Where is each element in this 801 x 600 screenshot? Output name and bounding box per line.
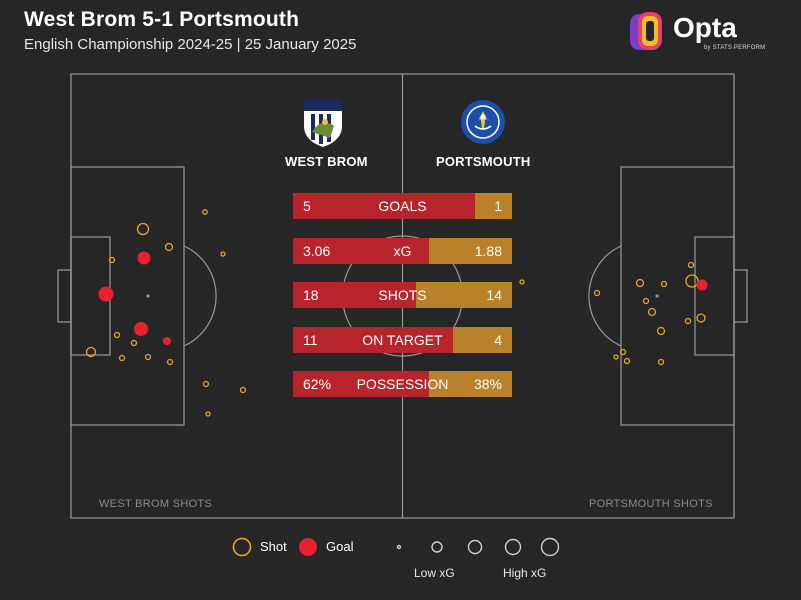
west-brom-name: WEST BROM xyxy=(285,154,368,169)
shot-marker xyxy=(202,209,208,215)
stat-home-bar xyxy=(293,282,416,308)
shot-marker xyxy=(108,256,116,264)
stat-away-value: 4 xyxy=(494,332,502,348)
shot-marker xyxy=(205,411,211,417)
legend-goal-label: Goal xyxy=(326,539,354,554)
opta-logo-mark-icon xyxy=(630,12,662,50)
stat-away-bar xyxy=(475,193,512,219)
chart-subtitle: English Championship 2024-25 | 25 Januar… xyxy=(24,36,357,53)
shot-marker xyxy=(647,307,657,317)
legend-low-xg-label: Low xG xyxy=(414,566,455,580)
shot-marker xyxy=(130,339,138,347)
stat-home-bar xyxy=(293,193,475,219)
shot-marker xyxy=(85,346,97,358)
left-goal xyxy=(57,269,72,323)
opta-logo: Opta by STATS PERFORM xyxy=(628,10,778,58)
shot-marker xyxy=(613,354,619,360)
left-penalty-spot xyxy=(146,294,150,298)
shot-marker xyxy=(685,274,699,288)
shot-marker xyxy=(239,386,247,394)
shot-marker xyxy=(144,353,152,361)
legend-high-xg-label: High xG xyxy=(503,566,547,580)
shot-marker xyxy=(684,317,692,325)
shot-marker xyxy=(220,251,226,257)
stat-home-value: 18 xyxy=(303,287,319,303)
shot-marker xyxy=(136,222,150,236)
portsmouth-shots-label: PORTSMOUTH SHOTS xyxy=(589,498,713,510)
stat-label: GOALS xyxy=(378,198,427,214)
right-goal xyxy=(733,269,748,323)
stat-away-value: 14 xyxy=(486,287,502,303)
portsmouth-shots xyxy=(519,261,708,366)
goal-marker xyxy=(137,251,151,265)
shot-marker xyxy=(623,357,631,365)
stat-row: 62% POSSESSION 38% xyxy=(293,371,512,397)
west-brom-crest-icon xyxy=(304,100,342,147)
right-penalty-spot xyxy=(655,294,659,298)
shot-marker xyxy=(642,297,650,305)
right-penalty-arc xyxy=(588,245,622,347)
stat-away-bar xyxy=(416,282,512,308)
stat-row: 5 GOALS 1 xyxy=(293,193,512,219)
left-penalty-arc xyxy=(183,245,217,347)
chart-title: West Brom 5-1 Portsmouth xyxy=(24,8,300,31)
stat-home-value: 11 xyxy=(303,332,318,348)
shot-marker xyxy=(202,380,210,388)
opta-wordmark: Opta xyxy=(673,12,737,43)
right-penalty-area xyxy=(620,166,735,426)
stat-label: SHOTS xyxy=(378,287,427,303)
stat-label: ON TARGET xyxy=(362,332,443,348)
shot-marker xyxy=(635,278,645,288)
shot-marker xyxy=(164,242,174,252)
stat-home-bar xyxy=(293,327,453,353)
portsmouth-crest-icon xyxy=(461,100,505,144)
goal-marker xyxy=(163,337,171,345)
shot-marker xyxy=(657,358,665,366)
opta-tagline: by STATS PERFORM xyxy=(704,45,766,51)
stat-row: 11 ON TARGET 4 xyxy=(293,327,512,353)
west-brom-shots xyxy=(85,209,247,417)
portsmouth-name: PORTSMOUTH xyxy=(436,154,531,169)
shot-marker xyxy=(166,358,174,366)
stat-home-bar xyxy=(293,371,429,397)
goal-marker xyxy=(696,279,708,291)
goal-marker xyxy=(134,322,148,336)
stat-label: xG xyxy=(393,243,412,259)
stat-label: POSSESSION xyxy=(356,376,449,392)
stat-home-value: 3.06 xyxy=(303,243,331,259)
shot-marker xyxy=(696,313,706,323)
right-six-yard-box xyxy=(694,236,735,356)
stat-away-bar xyxy=(429,238,512,264)
stat-away-value: 38% xyxy=(473,376,502,392)
stat-home-bar xyxy=(293,238,429,264)
shot-marker xyxy=(619,348,627,356)
goal-marker xyxy=(98,286,114,302)
stat-home-value: 5 xyxy=(303,198,311,214)
stat-row: 18 SHOTS 14 xyxy=(293,282,512,308)
shot-marker xyxy=(660,280,668,288)
shot-marker xyxy=(593,289,601,297)
shot-marker xyxy=(113,331,121,339)
left-penalty-area xyxy=(70,166,185,426)
shot-marker xyxy=(118,354,126,362)
stat-away-value: 1.88 xyxy=(474,243,502,259)
legend-shot-label: Shot xyxy=(260,539,287,554)
stat-away-bar xyxy=(429,371,512,397)
shot-marker xyxy=(687,261,695,269)
west-brom-shots-label: WEST BROM SHOTS xyxy=(99,498,213,510)
stat-home-value: 62% xyxy=(303,376,332,392)
stat-away-bar xyxy=(453,327,512,353)
shot-marker xyxy=(519,279,525,285)
stat-row: 3.06 xG 1.88 xyxy=(293,238,512,264)
stat-away-value: 1 xyxy=(494,198,502,214)
shot-marker xyxy=(656,326,666,336)
